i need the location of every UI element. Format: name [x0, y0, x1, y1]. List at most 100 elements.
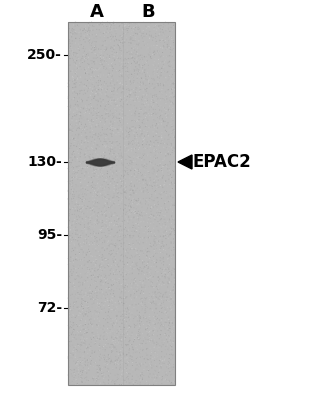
Point [170, 322, 175, 329]
Point [158, 274, 163, 280]
Point [129, 332, 134, 339]
Point [87, 173, 91, 180]
Point [160, 36, 165, 43]
Point [140, 246, 145, 253]
Point [90, 162, 95, 168]
Point [115, 179, 120, 185]
Point [164, 195, 169, 201]
Point [102, 333, 107, 339]
Point [76, 308, 81, 314]
Point [106, 340, 111, 347]
Point [172, 181, 177, 188]
Point [165, 41, 170, 47]
Point [83, 216, 88, 222]
Point [163, 275, 168, 281]
Point [131, 186, 136, 192]
Point [95, 68, 99, 74]
Point [128, 314, 133, 321]
Point [169, 179, 174, 186]
Point [89, 73, 94, 80]
Point [102, 364, 107, 370]
Point [163, 88, 168, 94]
Point [127, 308, 132, 314]
Point [122, 322, 127, 328]
Point [145, 332, 150, 338]
Point [75, 273, 80, 279]
Point [112, 277, 117, 284]
Point [112, 194, 117, 200]
Point [73, 35, 78, 42]
Point [101, 82, 106, 88]
Point [155, 333, 160, 339]
Point [131, 200, 136, 206]
Point [73, 221, 78, 227]
Point [149, 202, 154, 209]
Point [127, 51, 132, 57]
Point [91, 298, 96, 304]
Point [167, 73, 171, 80]
Point [109, 269, 114, 276]
Point [88, 159, 93, 166]
Point [135, 362, 140, 368]
Point [132, 136, 137, 142]
Point [117, 238, 122, 244]
Point [79, 332, 84, 338]
Point [86, 87, 91, 94]
Point [107, 174, 112, 180]
Point [125, 307, 129, 313]
Point [128, 165, 133, 171]
Point [78, 109, 83, 116]
Point [150, 163, 155, 170]
Point [92, 31, 97, 37]
Point [72, 276, 77, 282]
Point [74, 365, 79, 371]
Point [111, 78, 116, 84]
Point [69, 331, 74, 337]
Point [124, 314, 129, 320]
Point [157, 50, 162, 57]
Point [79, 316, 84, 323]
Point [94, 63, 99, 70]
Point [92, 349, 97, 355]
Point [113, 221, 118, 227]
Point [72, 114, 77, 120]
Point [125, 355, 129, 361]
Point [93, 221, 98, 228]
Point [115, 214, 120, 221]
Point [123, 91, 128, 98]
Point [164, 351, 169, 357]
Point [168, 304, 173, 310]
Point [143, 309, 148, 316]
Point [147, 313, 152, 320]
Point [112, 176, 117, 182]
Point [136, 56, 141, 62]
Point [142, 258, 147, 265]
Point [168, 161, 173, 167]
Point [81, 106, 86, 112]
Point [72, 192, 77, 198]
Point [99, 229, 104, 236]
Point [148, 215, 153, 222]
Point [95, 242, 100, 248]
Point [104, 140, 109, 147]
Point [135, 138, 140, 144]
Point [172, 276, 177, 283]
Point [145, 80, 150, 86]
Point [117, 46, 122, 52]
Point [140, 142, 145, 148]
Point [146, 64, 151, 70]
Point [97, 161, 102, 168]
Point [147, 80, 152, 87]
Point [136, 330, 141, 337]
Point [79, 302, 84, 309]
Point [167, 45, 172, 51]
Point [137, 268, 142, 274]
Point [94, 154, 99, 160]
Point [147, 182, 152, 189]
Point [68, 301, 73, 307]
Point [93, 107, 98, 114]
Point [116, 25, 121, 32]
Point [136, 104, 141, 110]
Point [144, 25, 149, 32]
Point [167, 41, 171, 48]
